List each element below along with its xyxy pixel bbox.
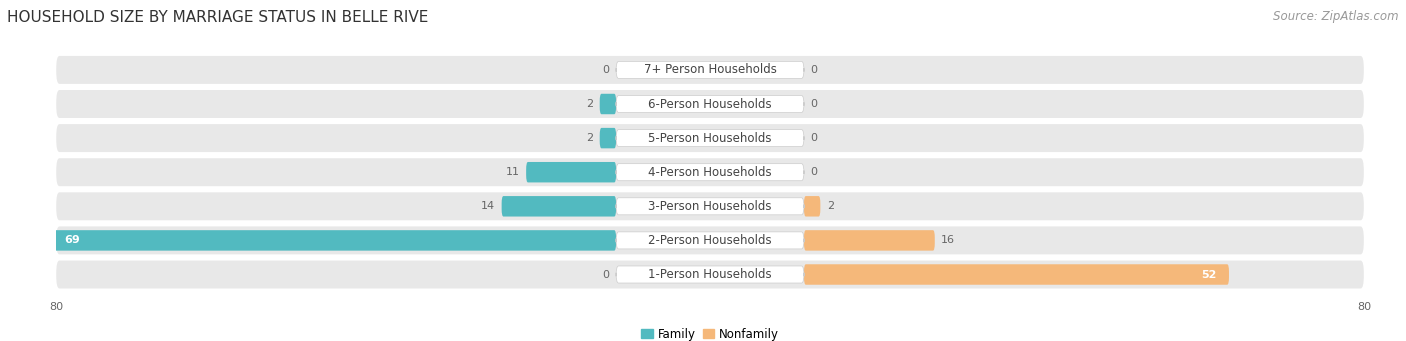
- Text: 4-Person Households: 4-Person Households: [648, 166, 772, 179]
- FancyBboxPatch shape: [616, 266, 804, 283]
- Text: 0: 0: [603, 269, 610, 280]
- FancyBboxPatch shape: [56, 261, 1364, 288]
- FancyBboxPatch shape: [56, 226, 1364, 254]
- Text: 14: 14: [481, 201, 495, 211]
- FancyBboxPatch shape: [56, 90, 1364, 118]
- Text: 0: 0: [603, 65, 610, 75]
- FancyBboxPatch shape: [52, 230, 616, 251]
- Text: Source: ZipAtlas.com: Source: ZipAtlas.com: [1274, 10, 1399, 23]
- FancyBboxPatch shape: [56, 56, 1364, 84]
- FancyBboxPatch shape: [56, 124, 1364, 152]
- Text: HOUSEHOLD SIZE BY MARRIAGE STATUS IN BELLE RIVE: HOUSEHOLD SIZE BY MARRIAGE STATUS IN BEL…: [7, 10, 429, 25]
- Text: 52: 52: [1201, 269, 1216, 280]
- FancyBboxPatch shape: [502, 196, 616, 217]
- FancyBboxPatch shape: [616, 61, 804, 78]
- FancyBboxPatch shape: [804, 264, 1229, 285]
- Text: 0: 0: [810, 65, 817, 75]
- FancyBboxPatch shape: [616, 198, 804, 215]
- Text: 69: 69: [65, 235, 80, 246]
- FancyBboxPatch shape: [616, 164, 804, 181]
- Text: 2: 2: [586, 99, 593, 109]
- Text: 7+ Person Households: 7+ Person Households: [644, 63, 776, 76]
- FancyBboxPatch shape: [600, 128, 616, 148]
- Text: 2: 2: [586, 133, 593, 143]
- Text: 0: 0: [810, 133, 817, 143]
- Text: 2-Person Households: 2-Person Households: [648, 234, 772, 247]
- Text: 0: 0: [810, 167, 817, 177]
- FancyBboxPatch shape: [804, 230, 935, 251]
- FancyBboxPatch shape: [616, 130, 804, 147]
- FancyBboxPatch shape: [56, 158, 1364, 186]
- FancyBboxPatch shape: [804, 196, 820, 217]
- Text: 3-Person Households: 3-Person Households: [648, 200, 772, 213]
- Text: 11: 11: [506, 167, 520, 177]
- Text: 5-Person Households: 5-Person Households: [648, 132, 772, 145]
- Text: 6-Person Households: 6-Person Households: [648, 98, 772, 110]
- FancyBboxPatch shape: [56, 192, 1364, 220]
- Text: 16: 16: [941, 235, 955, 246]
- FancyBboxPatch shape: [616, 232, 804, 249]
- FancyBboxPatch shape: [616, 95, 804, 113]
- Text: 1-Person Households: 1-Person Households: [648, 268, 772, 281]
- Text: 2: 2: [827, 201, 834, 211]
- FancyBboxPatch shape: [600, 94, 616, 114]
- Text: 0: 0: [810, 99, 817, 109]
- Legend: Family, Nonfamily: Family, Nonfamily: [637, 323, 783, 341]
- FancyBboxPatch shape: [526, 162, 616, 182]
